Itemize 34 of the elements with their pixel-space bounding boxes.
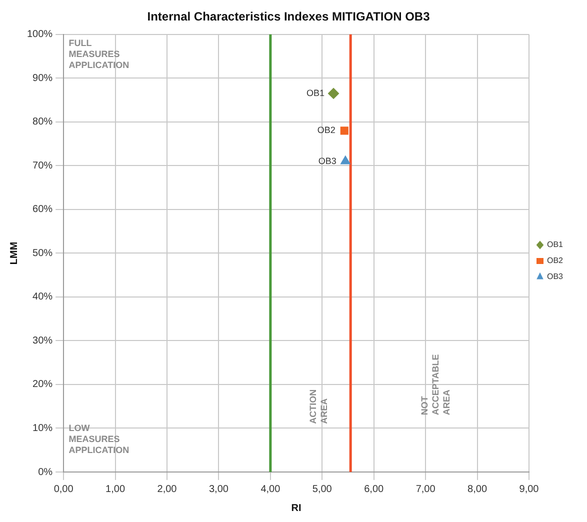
x-tick-label: 7,00: [416, 484, 436, 495]
y-tick-label: 20%: [32, 379, 53, 390]
x-tick-label: 2,00: [157, 484, 178, 495]
y-tick-label: 10%: [32, 422, 53, 434]
legend-label: OB1: [546, 240, 564, 250]
y-tick-label: 70%: [32, 160, 53, 172]
x-tick-label: 8,00: [468, 484, 488, 495]
x-axis-title: RI: [291, 502, 302, 514]
annotation: LOW MEASURES APPLICATION: [68, 422, 130, 455]
y-tick-label: 60%: [32, 204, 53, 216]
y-tick-label: 90%: [32, 72, 53, 84]
x-tick-label: 1,00: [106, 484, 126, 495]
annotation: NOT ACCEPTABLE AREA: [419, 354, 452, 416]
y-tick-label: 40%: [32, 292, 53, 303]
y-axis-title: LMM: [8, 242, 20, 265]
x-tick-label: 0,00: [54, 484, 74, 495]
y-tick-label: 0%: [38, 466, 53, 478]
text: OB2: [317, 125, 336, 136]
legend-label: OB2: [546, 256, 564, 266]
y-tick-label: 80%: [32, 116, 53, 128]
x-tick-label: 9,00: [519, 484, 540, 495]
x-tick-label: 6,00: [364, 484, 384, 495]
chart-title: Internal Characteristics Indexes MITIGATION OB3: [147, 10, 430, 24]
annotation: FULL MEASURES APPLICATION: [68, 38, 130, 70]
x-tick-label: 5,00: [312, 484, 332, 495]
y-tick-label: 50%: [32, 248, 53, 259]
annotation: ACTION AREA: [308, 389, 330, 424]
y-tick-label: 100%: [27, 29, 53, 40]
text: OB3: [318, 156, 336, 166]
text: OB1: [306, 88, 325, 98]
x-tick-label: 3,00: [208, 484, 229, 495]
legend-label: OB3: [546, 272, 564, 282]
x-tick-label: 4,00: [260, 484, 281, 495]
y-tick-label: 30%: [32, 335, 53, 346]
